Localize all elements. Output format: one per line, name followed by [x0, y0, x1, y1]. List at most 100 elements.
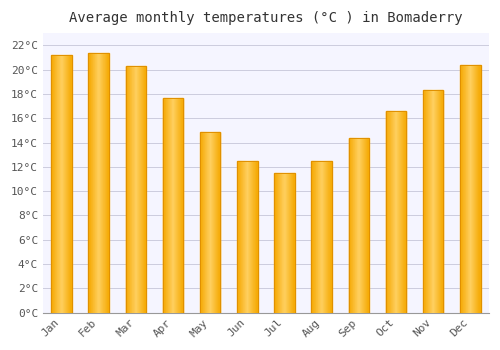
Bar: [200, 132, 220, 313]
Bar: [386, 111, 387, 313]
Bar: [209, 132, 210, 313]
Bar: [208, 132, 209, 313]
Bar: [69, 55, 70, 313]
Bar: [132, 66, 133, 313]
Bar: [212, 132, 213, 313]
Bar: [207, 132, 208, 313]
Bar: [242, 161, 244, 313]
Bar: [327, 161, 328, 313]
Bar: [64, 55, 65, 313]
Bar: [286, 173, 287, 313]
Bar: [281, 173, 282, 313]
Bar: [405, 111, 406, 313]
Bar: [473, 65, 474, 313]
Bar: [174, 98, 175, 313]
Bar: [241, 161, 242, 313]
Bar: [386, 111, 406, 313]
Bar: [479, 65, 480, 313]
Bar: [316, 161, 317, 313]
Bar: [465, 65, 466, 313]
Bar: [314, 161, 315, 313]
Bar: [244, 161, 246, 313]
Bar: [166, 98, 167, 313]
Bar: [237, 161, 238, 313]
Bar: [57, 55, 58, 313]
Bar: [144, 66, 146, 313]
Bar: [425, 90, 426, 313]
Bar: [367, 138, 368, 313]
Bar: [331, 161, 332, 313]
Bar: [164, 98, 165, 313]
Bar: [165, 98, 166, 313]
Bar: [63, 55, 64, 313]
Bar: [59, 55, 60, 313]
Bar: [67, 55, 68, 313]
Bar: [131, 66, 132, 313]
Bar: [218, 132, 219, 313]
Bar: [315, 161, 316, 313]
Bar: [180, 98, 181, 313]
Bar: [398, 111, 400, 313]
Bar: [240, 161, 241, 313]
Bar: [284, 173, 285, 313]
Bar: [102, 52, 103, 313]
Bar: [98, 52, 100, 313]
Bar: [173, 98, 174, 313]
Bar: [319, 161, 320, 313]
Bar: [94, 52, 96, 313]
Bar: [126, 66, 146, 313]
Bar: [325, 161, 326, 313]
Bar: [404, 111, 405, 313]
Bar: [434, 90, 435, 313]
Bar: [359, 138, 360, 313]
Bar: [135, 66, 136, 313]
Bar: [215, 132, 216, 313]
Bar: [356, 138, 357, 313]
Bar: [358, 138, 359, 313]
Bar: [278, 173, 279, 313]
Bar: [363, 138, 364, 313]
Bar: [365, 138, 366, 313]
Bar: [58, 55, 59, 313]
Bar: [312, 161, 313, 313]
Bar: [107, 52, 108, 313]
Bar: [134, 66, 135, 313]
Bar: [352, 138, 354, 313]
Bar: [442, 90, 444, 313]
Bar: [52, 55, 72, 313]
Bar: [219, 132, 220, 313]
Bar: [52, 55, 54, 313]
Bar: [254, 161, 255, 313]
Bar: [390, 111, 391, 313]
Bar: [469, 65, 470, 313]
Bar: [105, 52, 106, 313]
Bar: [237, 161, 258, 313]
Bar: [400, 111, 401, 313]
Bar: [471, 65, 472, 313]
Bar: [60, 55, 61, 313]
Bar: [181, 98, 182, 313]
Bar: [211, 132, 212, 313]
Bar: [280, 173, 281, 313]
Bar: [328, 161, 329, 313]
Bar: [468, 65, 469, 313]
Bar: [255, 161, 256, 313]
Bar: [477, 65, 478, 313]
Bar: [290, 173, 292, 313]
Bar: [206, 132, 207, 313]
Bar: [163, 98, 164, 313]
Bar: [179, 98, 180, 313]
Bar: [210, 132, 211, 313]
Bar: [440, 90, 442, 313]
Bar: [62, 55, 63, 313]
Bar: [391, 111, 392, 313]
Bar: [128, 66, 129, 313]
Bar: [103, 52, 104, 313]
Bar: [129, 66, 130, 313]
Bar: [433, 90, 434, 313]
Bar: [329, 161, 330, 313]
Bar: [252, 161, 253, 313]
Bar: [70, 55, 71, 313]
Bar: [88, 52, 109, 313]
Bar: [140, 66, 141, 313]
